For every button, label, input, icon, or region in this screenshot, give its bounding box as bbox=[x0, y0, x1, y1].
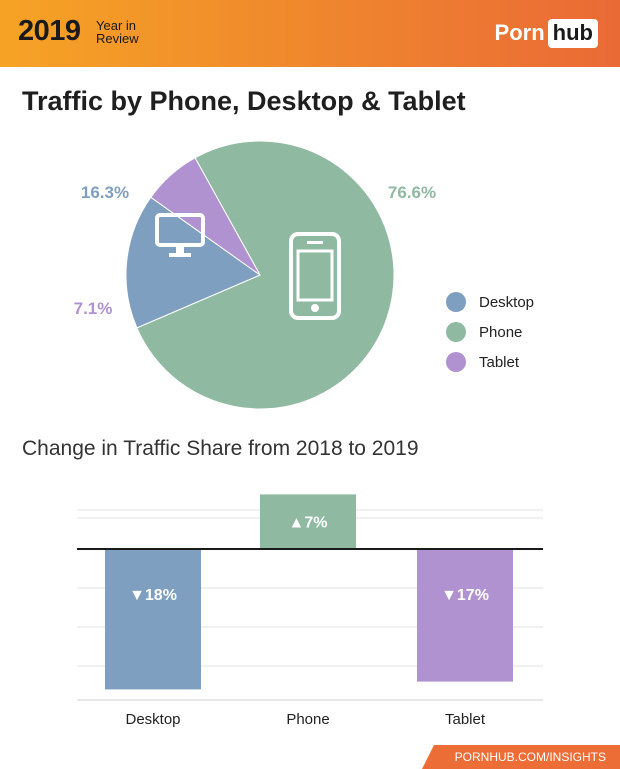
x-tick-label-phone: Phone bbox=[286, 711, 329, 728]
bar-chart-title: Change in Traffic Share from 2018 to 201… bbox=[22, 437, 419, 460]
bar-data-label-desktop: ▼18% bbox=[129, 587, 177, 604]
pie-slice-desktop bbox=[125, 196, 262, 329]
logo-text-part2: hub bbox=[547, 18, 598, 48]
legend-swatch bbox=[446, 322, 466, 342]
pie-slice-tablet bbox=[150, 157, 261, 276]
charts-canvas: 76.6% 16.3% 7.1% ▼18% Desktop ▲7% Phone ▼17% Tab… bbox=[74, 140, 543, 728]
smartphone-icon bbox=[289, 232, 341, 320]
pie-slice-phone bbox=[136, 140, 395, 410]
bar-tablet bbox=[417, 549, 513, 682]
x-tick-label-desktop: Desktop bbox=[125, 711, 180, 728]
legend-item-phone: Phone bbox=[446, 317, 534, 347]
x-tick-label-tablet: Tablet bbox=[445, 711, 486, 728]
pie-label-tablet: 7.1% bbox=[74, 299, 113, 318]
header-banner: 2019 Year in Review Porn hub bbox=[0, 0, 620, 67]
legend-label: Phone bbox=[479, 323, 523, 341]
pie-chart-title: Traffic by Phone, Desktop & Tablet bbox=[22, 86, 466, 116]
legend-item-desktop: Desktop bbox=[446, 287, 534, 317]
monitor-icon bbox=[155, 213, 205, 257]
bar-data-label-tablet: ▼17% bbox=[441, 587, 489, 604]
legend-label: Desktop bbox=[479, 293, 535, 311]
legend-swatch bbox=[446, 352, 466, 372]
footer-banner: PORNHUB.COM/INSIGHTS bbox=[422, 745, 620, 769]
legend-label: Tablet bbox=[479, 353, 520, 371]
pie-legend: Desktop Phone Tablet bbox=[446, 287, 534, 377]
brand-logo: Porn hub bbox=[495, 18, 598, 48]
bar-data-label-phone: ▲7% bbox=[289, 515, 328, 532]
legend-swatch bbox=[446, 292, 466, 312]
pie-label-phone: 76.6% bbox=[388, 183, 436, 202]
year-label: 2019 bbox=[18, 15, 81, 47]
bar-desktop bbox=[105, 549, 201, 690]
footer-url[interactable]: PORNHUB.COM/INSIGHTS bbox=[454, 750, 606, 764]
pie-label-desktop: 16.3% bbox=[81, 183, 129, 202]
legend-item-tablet: Tablet bbox=[446, 347, 534, 377]
logo-text-part1: Porn bbox=[494, 20, 545, 45]
bar-phone bbox=[260, 494, 356, 549]
year-in-review-label: Year in Review bbox=[96, 18, 139, 46]
